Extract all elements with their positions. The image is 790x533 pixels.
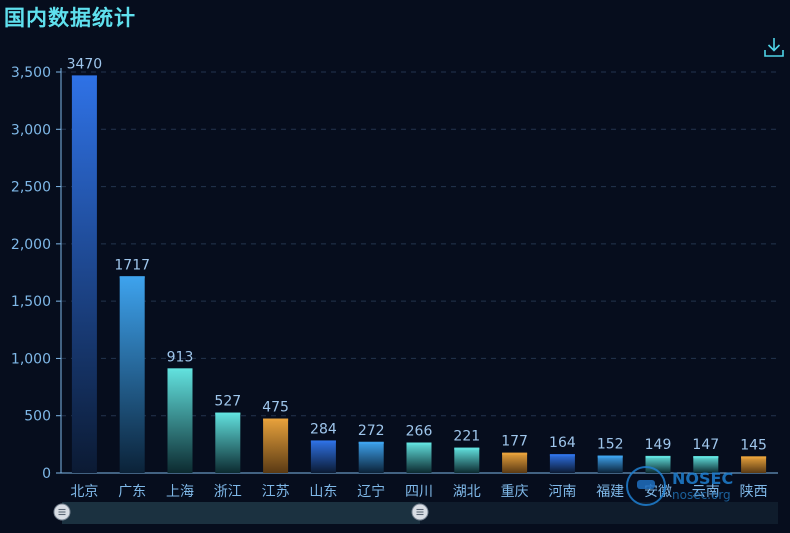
x-tick-label: 北京 — [70, 484, 98, 500]
x-tick-label: 重庆 — [501, 484, 529, 500]
data-label: 152 — [597, 437, 624, 453]
y-tick-label: 1,500 — [11, 294, 51, 310]
bar-12[interactable] — [597, 455, 623, 473]
y-axis-ticks: 0 500 1,000 1,500 2,000 2,500 3,000 3,500 — [11, 65, 61, 482]
bar-8[interactable] — [406, 442, 432, 473]
watermark-site: nosec.org — [672, 488, 731, 502]
x-tick-label: 上海 — [166, 484, 194, 500]
x-tick-label: 四川 — [405, 484, 433, 500]
data-label: 147 — [692, 437, 719, 453]
bar-15[interactable] — [741, 456, 767, 473]
bar-top-edge — [358, 441, 384, 444]
bar-top-edge — [597, 455, 623, 458]
bar-1[interactable] — [71, 75, 97, 474]
bar-14[interactable] — [693, 456, 719, 473]
y-tick-label: 1,000 — [11, 351, 51, 367]
bar-top-edge — [645, 455, 671, 458]
x-tick-label: 浙江 — [214, 484, 242, 500]
chart-title: 国内数据统计 — [4, 6, 136, 30]
bar-top-edge — [310, 440, 336, 443]
x-tick-label: 广东 — [118, 484, 146, 500]
bar-top-edge — [741, 456, 767, 459]
bar-9[interactable] — [454, 447, 480, 473]
bar-top-edge — [119, 276, 145, 279]
data-label: 3470 — [67, 56, 103, 72]
watermark-brand: NOSEC — [672, 469, 734, 488]
x-tick-label: 江苏 — [262, 484, 290, 500]
bar-top-edge — [454, 447, 480, 450]
bar-7[interactable] — [358, 441, 384, 473]
data-label: 284 — [310, 421, 337, 437]
data-zoom-slider — [53, 502, 778, 524]
y-tick-label: 0 — [42, 466, 51, 482]
bar-top-edge — [406, 442, 432, 445]
data-label: 149 — [645, 437, 672, 453]
bar-6[interactable] — [310, 440, 336, 473]
data-label: 221 — [453, 429, 480, 445]
bar-top-edge — [167, 368, 193, 371]
y-tick-label: 500 — [24, 409, 51, 425]
download-icon[interactable] — [763, 36, 785, 58]
bar-3[interactable] — [167, 368, 193, 473]
data-label: 527 — [214, 394, 241, 410]
data-label: 913 — [167, 349, 194, 365]
bar-top-edge — [71, 75, 97, 78]
y-tick-label: 3,500 — [11, 65, 51, 81]
bars — [71, 75, 767, 474]
x-axis-ticks: 北京 广东 上海 浙江 江苏 山东 辽宁 四川 湖北 重庆 河南 福建 安徽 云南 陕西 — [70, 483, 767, 500]
bar-4[interactable] — [215, 412, 241, 473]
data-label: 475 — [262, 400, 289, 416]
bar-2[interactable] — [119, 276, 145, 473]
y-tick-label: 3,000 — [11, 122, 51, 138]
watermark-logo: NOSEC nosec.org — [626, 466, 750, 506]
data-label: 177 — [501, 434, 528, 450]
bar-top-edge — [263, 418, 289, 421]
data-labels: 3470 1717 913 527 475 284 272 266 221 177 164 152 14… — [67, 56, 767, 453]
y-tick-label: 2,500 — [11, 180, 51, 196]
bar-top-edge — [215, 412, 241, 415]
x-tick-label: 福建 — [596, 484, 624, 500]
bar-10[interactable] — [502, 452, 528, 473]
x-tick-label: 辽宁 — [357, 483, 385, 500]
data-label: 266 — [406, 424, 433, 440]
watermark-circle-icon — [626, 466, 666, 506]
x-tick-label: 云南 — [692, 484, 720, 500]
x-tick-label: 河南 — [548, 484, 576, 500]
zoom-selection[interactable] — [62, 502, 420, 524]
bar-top-edge — [693, 456, 719, 459]
data-label: 1717 — [114, 257, 150, 273]
y-tick-label: 2,000 — [11, 237, 51, 253]
data-label: 145 — [740, 437, 767, 453]
data-label: 164 — [549, 435, 576, 451]
bar-5[interactable] — [263, 418, 289, 473]
bar-11[interactable] — [549, 454, 575, 473]
x-tick-label: 湖北 — [453, 484, 481, 500]
x-tick-label: 山东 — [309, 484, 337, 500]
x-tick-label: 陕西 — [740, 484, 768, 500]
data-label: 272 — [358, 423, 385, 439]
bar-top-edge — [502, 452, 528, 455]
bar-top-edge — [549, 454, 575, 457]
